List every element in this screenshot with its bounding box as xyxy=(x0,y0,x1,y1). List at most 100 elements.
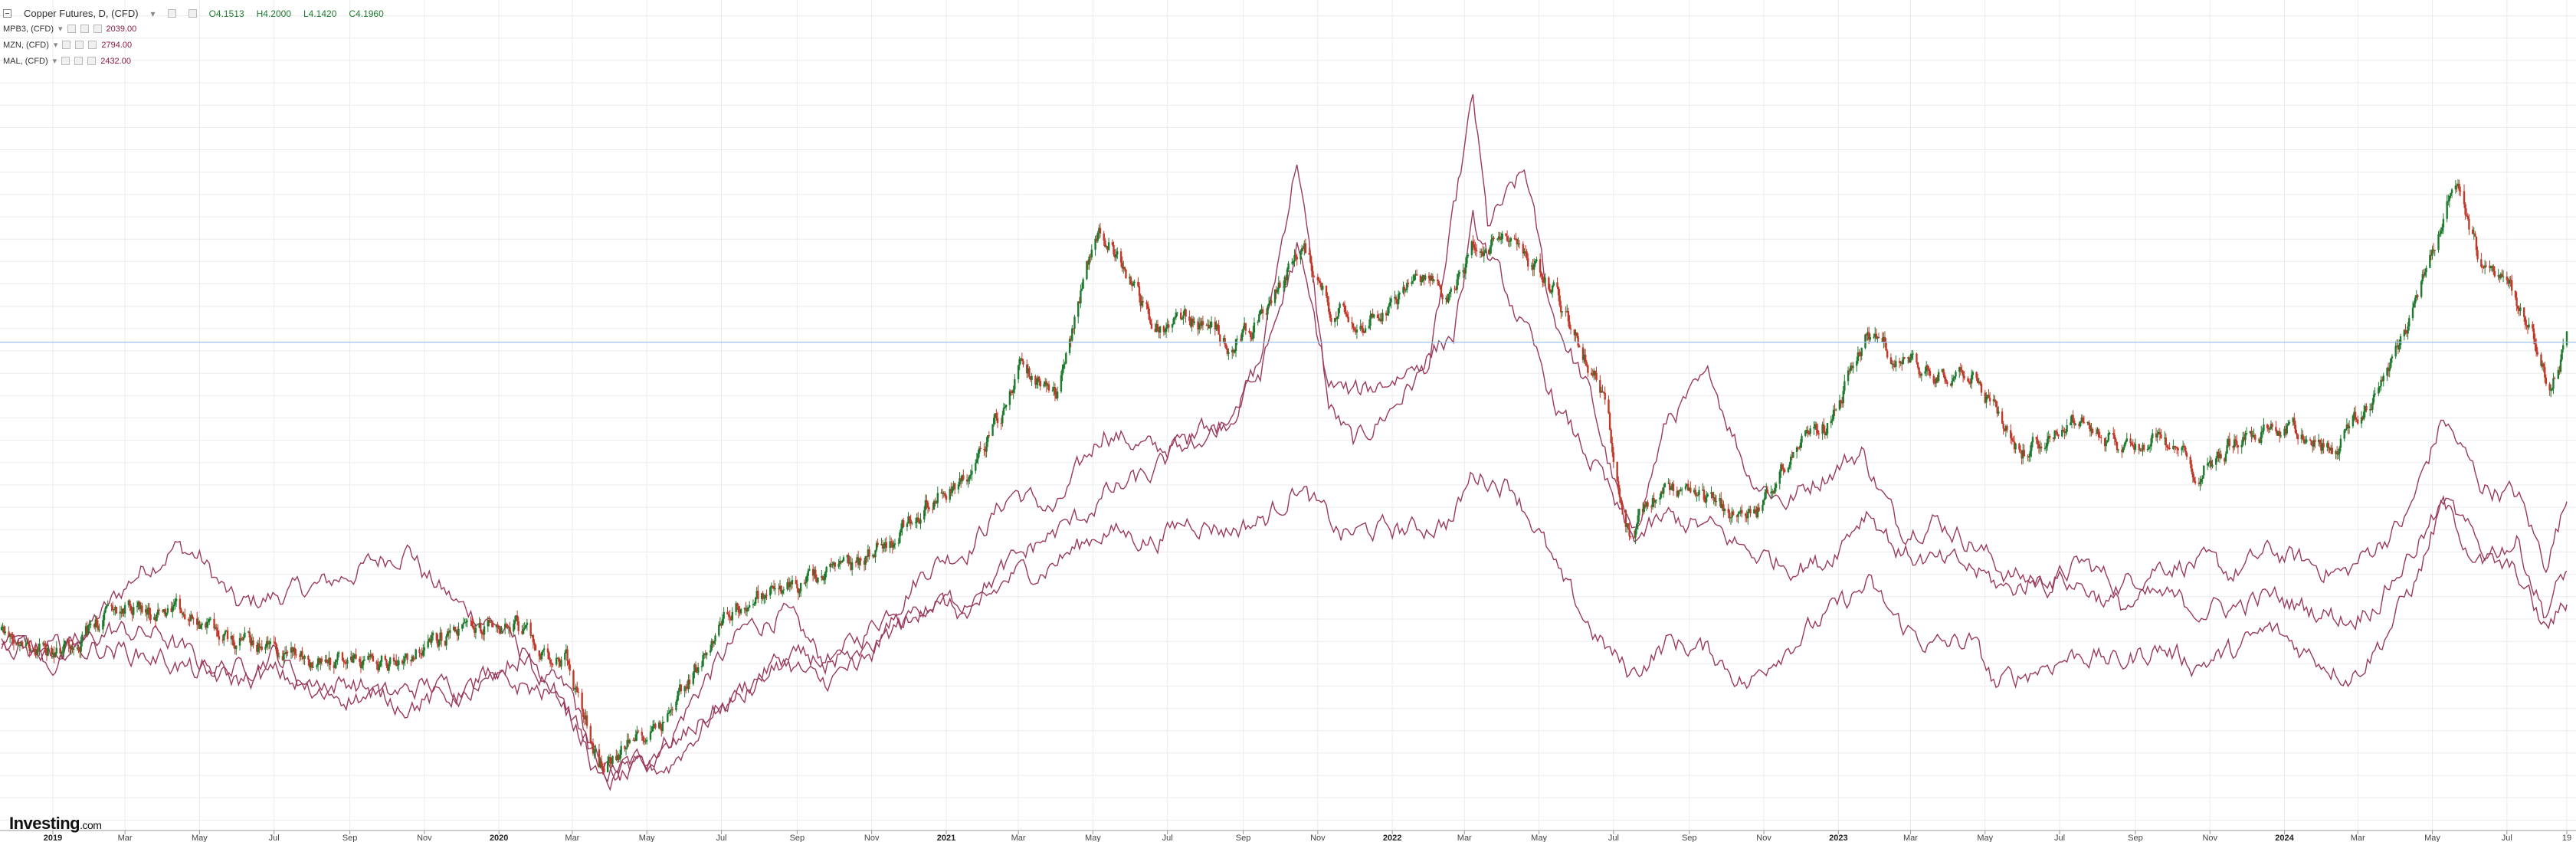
close-icon[interactable] xyxy=(188,9,197,18)
investing-logo[interactable]: Investing.com xyxy=(9,814,102,834)
close-value: C4.1960 xyxy=(349,8,384,19)
candle-body xyxy=(770,585,773,588)
candle-body xyxy=(2499,274,2502,279)
eye-icon[interactable] xyxy=(62,41,71,49)
settings-icon[interactable] xyxy=(75,41,84,49)
candle-body xyxy=(1396,300,1398,305)
close-icon[interactable] xyxy=(87,57,97,65)
candle-body xyxy=(1988,395,1990,398)
settings-icon[interactable] xyxy=(74,57,84,65)
eye-icon[interactable] xyxy=(61,57,70,65)
candle-body xyxy=(1749,509,1752,514)
candle-body xyxy=(692,672,694,684)
open-value: O4.1513 xyxy=(208,8,244,19)
eye-icon[interactable] xyxy=(67,25,76,33)
candle-body xyxy=(1010,391,1012,392)
candle-body xyxy=(864,555,867,565)
candle-body xyxy=(2047,436,2050,439)
candle-body xyxy=(992,418,995,424)
candle-body xyxy=(1318,280,1320,281)
candle-body xyxy=(1129,277,1131,279)
candle-body xyxy=(1766,490,1769,493)
candle-body xyxy=(1304,243,1307,254)
candle-body xyxy=(184,614,186,620)
candle-body xyxy=(346,660,349,664)
candle-body xyxy=(1107,242,1110,251)
compare-symbol-name[interactable]: MPB3, (CFD) xyxy=(3,24,54,34)
candle-body xyxy=(1539,259,1542,273)
settings-icon[interactable] xyxy=(80,25,89,33)
candle-body xyxy=(1373,314,1375,318)
candle-body xyxy=(1958,367,1961,372)
candle-body xyxy=(1347,316,1349,323)
candle-body xyxy=(540,652,543,660)
candle-body xyxy=(1265,313,1268,315)
candle-body xyxy=(2197,483,2201,484)
candle-body xyxy=(1595,372,1598,381)
candle-body xyxy=(1627,523,1630,529)
candle-body xyxy=(388,663,390,671)
candle-body xyxy=(709,650,712,653)
chevron-down-icon[interactable]: ▾ xyxy=(150,8,156,19)
candle-body xyxy=(611,755,614,765)
candle-body xyxy=(328,657,330,663)
candle-body xyxy=(581,693,583,709)
candle-body xyxy=(2492,266,2495,271)
chevron-down-icon[interactable]: ▾ xyxy=(52,57,57,66)
candle-body xyxy=(517,621,519,631)
candle-body xyxy=(119,611,121,614)
candle-body xyxy=(103,612,106,621)
candle-body xyxy=(2437,234,2440,251)
candle-body xyxy=(924,500,927,510)
candle-body xyxy=(2300,434,2303,440)
candle-body xyxy=(2129,438,2132,444)
candle-body xyxy=(1617,480,1620,489)
candle-body xyxy=(1994,399,1996,401)
close-icon[interactable] xyxy=(88,41,97,49)
candle-body xyxy=(295,654,297,656)
candle-body xyxy=(942,493,945,494)
candle-body xyxy=(1575,332,1578,336)
candle-body xyxy=(1858,352,1860,355)
candle-body xyxy=(1390,298,1392,303)
candle-body xyxy=(413,658,416,660)
candle-body xyxy=(344,662,346,663)
candle-body xyxy=(1672,483,1675,491)
candle-body xyxy=(2390,358,2392,368)
candle-body xyxy=(1710,492,1712,494)
x-tick-label: Sep xyxy=(2128,834,2143,842)
candle-body xyxy=(2382,375,2384,382)
candle-body xyxy=(1231,349,1234,352)
candle-body xyxy=(462,622,465,624)
candle-body xyxy=(2483,265,2486,268)
candle-body xyxy=(577,691,580,693)
candle-body xyxy=(1532,264,1535,270)
candle-body xyxy=(1684,486,1687,490)
candle-body xyxy=(2378,386,2381,388)
candle-body xyxy=(824,572,827,580)
compare-symbol-name[interactable]: MZN, (CFD) xyxy=(3,40,49,50)
candle-body xyxy=(727,614,730,617)
candle-body xyxy=(1801,435,1803,443)
candle-body xyxy=(497,626,500,630)
close-icon[interactable] xyxy=(93,25,102,33)
candle-body xyxy=(2172,445,2175,450)
settings-icon[interactable] xyxy=(167,9,176,18)
main-symbol-name[interactable]: Copper Futures, D, (CFD) xyxy=(24,8,139,19)
x-tick-label: May xyxy=(1085,834,1101,842)
candle-body xyxy=(2086,421,2089,424)
candle-body xyxy=(1095,238,1098,241)
candle-body xyxy=(2082,417,2084,423)
candle-body xyxy=(341,652,344,660)
chevron-down-icon[interactable]: ▾ xyxy=(58,25,63,34)
chevron-down-icon[interactable]: ▾ xyxy=(53,41,58,50)
candle-body xyxy=(1941,369,1944,372)
candle-body xyxy=(2522,307,2525,317)
candle-body xyxy=(386,665,389,671)
collapse-icon[interactable] xyxy=(3,9,11,18)
compare-symbol-name[interactable]: MAL, (CFD) xyxy=(3,56,48,66)
candle-body xyxy=(1345,312,1347,314)
candle-body xyxy=(1159,326,1162,333)
candle-body xyxy=(700,666,703,667)
